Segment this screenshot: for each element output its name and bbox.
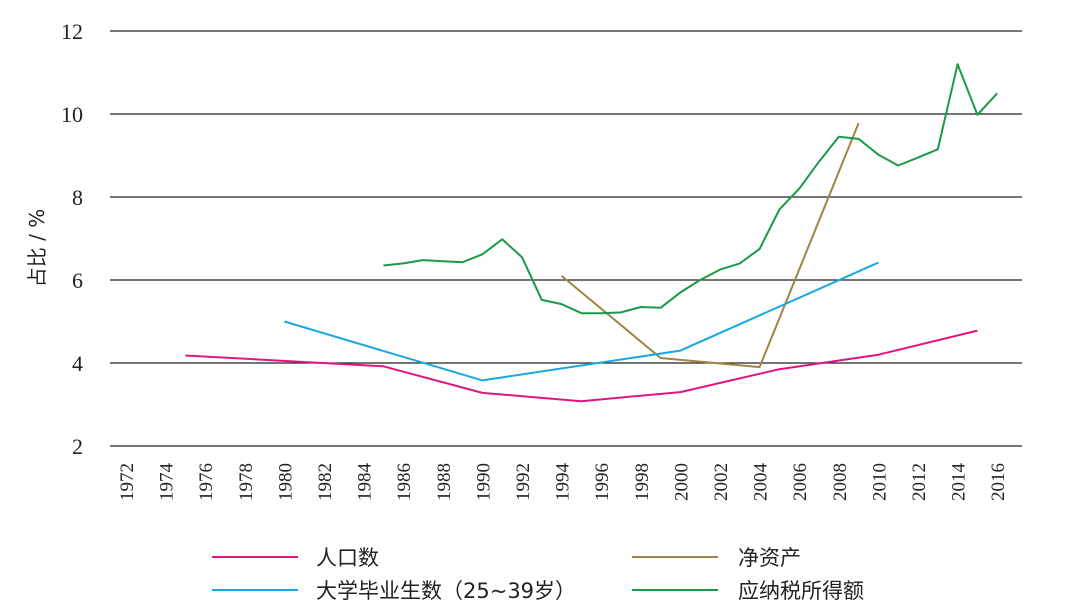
legend-label-2: 大学毕业生数（25~39岁） bbox=[316, 579, 576, 603]
x-tick-label-2006: 2006 bbox=[790, 463, 811, 501]
y-tick-label-8: 8 bbox=[72, 185, 83, 210]
series-line-2 bbox=[284, 261, 879, 382]
x-tick-label-2012: 2012 bbox=[909, 463, 930, 501]
x-tick-label-1980: 1980 bbox=[275, 463, 296, 501]
y-tick-label-10: 10 bbox=[61, 102, 83, 127]
x-tick-label-1994: 1994 bbox=[553, 463, 574, 502]
x-tick-label-2016: 2016 bbox=[988, 463, 1009, 501]
x-tick-label-2004: 2004 bbox=[751, 463, 772, 502]
legend-label-0: 人口数 bbox=[316, 546, 379, 570]
x-tick-label-1996: 1996 bbox=[592, 463, 613, 501]
x-tick-label-2008: 2008 bbox=[830, 463, 851, 501]
x-tick-label-1974: 1974 bbox=[157, 463, 178, 502]
grid-lines bbox=[110, 30, 1022, 447]
x-tick-label-1990: 1990 bbox=[473, 463, 494, 501]
series-line-1 bbox=[560, 122, 860, 369]
series-line-3 bbox=[383, 63, 998, 315]
y-tick-label-4: 4 bbox=[72, 351, 83, 376]
x-tick-label-2010: 2010 bbox=[869, 463, 890, 501]
x-axis-ticks: 1972 1974 1976 1978 1980 1982 1984 1986 1988 1990… bbox=[117, 463, 1009, 502]
y-tick-label-2: 2 bbox=[72, 434, 83, 459]
x-tick-label-1984: 1984 bbox=[355, 463, 376, 502]
x-tick-label-1992: 1992 bbox=[513, 463, 534, 501]
x-tick-label-2000: 2000 bbox=[671, 463, 692, 501]
x-tick-label-1982: 1982 bbox=[315, 463, 336, 501]
x-tick-label-2014: 2014 bbox=[949, 463, 970, 502]
y-axis-label: 占比 / % bbox=[25, 209, 49, 287]
x-tick-label-2002: 2002 bbox=[711, 463, 732, 501]
x-tick-label-1978: 1978 bbox=[236, 463, 257, 501]
series-lines bbox=[185, 63, 998, 403]
series-line-0 bbox=[185, 329, 978, 403]
y-tick-label-6: 6 bbox=[72, 268, 83, 293]
x-tick-label-1986: 1986 bbox=[394, 463, 415, 501]
x-tick-label-1998: 1998 bbox=[632, 463, 653, 501]
y-tick-label-12: 12 bbox=[61, 19, 83, 44]
x-tick-label-1988: 1988 bbox=[434, 463, 455, 501]
x-tick-label-1972: 1972 bbox=[117, 463, 138, 501]
legend-label-1: 净资产 bbox=[738, 546, 801, 570]
legend-label-3: 应纳税所得额 bbox=[738, 579, 864, 603]
y-axis-ticks: 2 4 6 8 10 12 bbox=[61, 19, 83, 459]
x-tick-label-1976: 1976 bbox=[196, 463, 217, 501]
